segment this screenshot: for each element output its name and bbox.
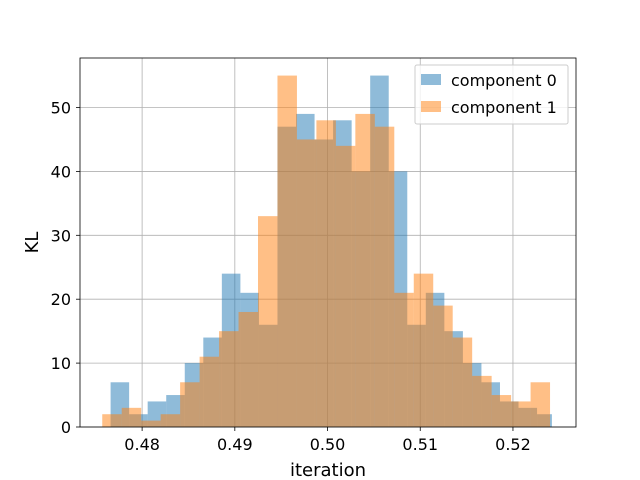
plot-frame: [79, 57, 577, 428]
y-axis-label: KL: [22, 232, 43, 254]
y-tick-label: 20: [51, 290, 71, 309]
histogram-bar-component-1: [121, 407, 142, 427]
histogram-bar-component-1: [355, 113, 375, 427]
histogram-bar-component-1: [258, 216, 278, 427]
histogram-bar-component-1: [452, 337, 473, 427]
histogram-bar-component-1: [530, 382, 551, 427]
x-tick-label: 0.49: [217, 435, 253, 454]
histogram-bar-component-1: [102, 414, 122, 427]
histogram-bar-component-1: [472, 375, 492, 427]
histogram-bar-component-1: [141, 420, 161, 427]
x-tick-label: 0.52: [495, 435, 531, 454]
histogram-bar-component-1: [160, 414, 181, 427]
x-tick-label: 0.51: [402, 435, 438, 454]
histogram-bar-component-1: [511, 401, 531, 427]
histogram-bar-component-1: [199, 356, 220, 427]
histogram-bar-component-1: [491, 395, 512, 427]
legend-swatch-component-1: [421, 101, 441, 112]
legend: component 0 component 1: [414, 64, 569, 125]
histogram-bar-component-1: [413, 273, 434, 427]
x-tick-label: 0.48: [124, 435, 160, 454]
legend-label-component-0: component 0: [451, 71, 557, 90]
y-tick-label: 40: [51, 162, 71, 181]
y-tick-label: 0: [61, 418, 71, 437]
histogram-bar-component-1: [277, 75, 297, 428]
x-tick-label: 0.50: [310, 435, 346, 454]
histogram-bar-component-1: [433, 305, 453, 427]
legend-label-component-1: component 1: [451, 98, 557, 117]
x-axis-ticks: 0.48 0.49 0.50 0.51 0.52: [124, 427, 531, 454]
histogram-bar-component-1: [335, 145, 356, 427]
y-tick-label: 30: [51, 226, 71, 245]
y-axis-ticks: 0 10 20 30 40 50: [51, 99, 80, 437]
histogram-bar-component-1: [394, 292, 414, 427]
legend-swatch-component-0: [421, 74, 441, 85]
histogram-bar-component-1: [219, 331, 239, 427]
legend-box: [414, 64, 569, 125]
histogram-bar-component-1: [180, 382, 200, 427]
histogram-bars: [102, 75, 552, 428]
x-axis-label: iteration: [290, 460, 366, 480]
histogram-bar-component-1: [316, 120, 336, 427]
y-tick-label: 50: [51, 99, 71, 118]
y-tick-label: 10: [51, 354, 71, 373]
histogram-bar-component-1: [238, 311, 259, 427]
histogram-bar-component-1: [374, 126, 395, 428]
histogram-bar-component-1: [296, 139, 317, 427]
